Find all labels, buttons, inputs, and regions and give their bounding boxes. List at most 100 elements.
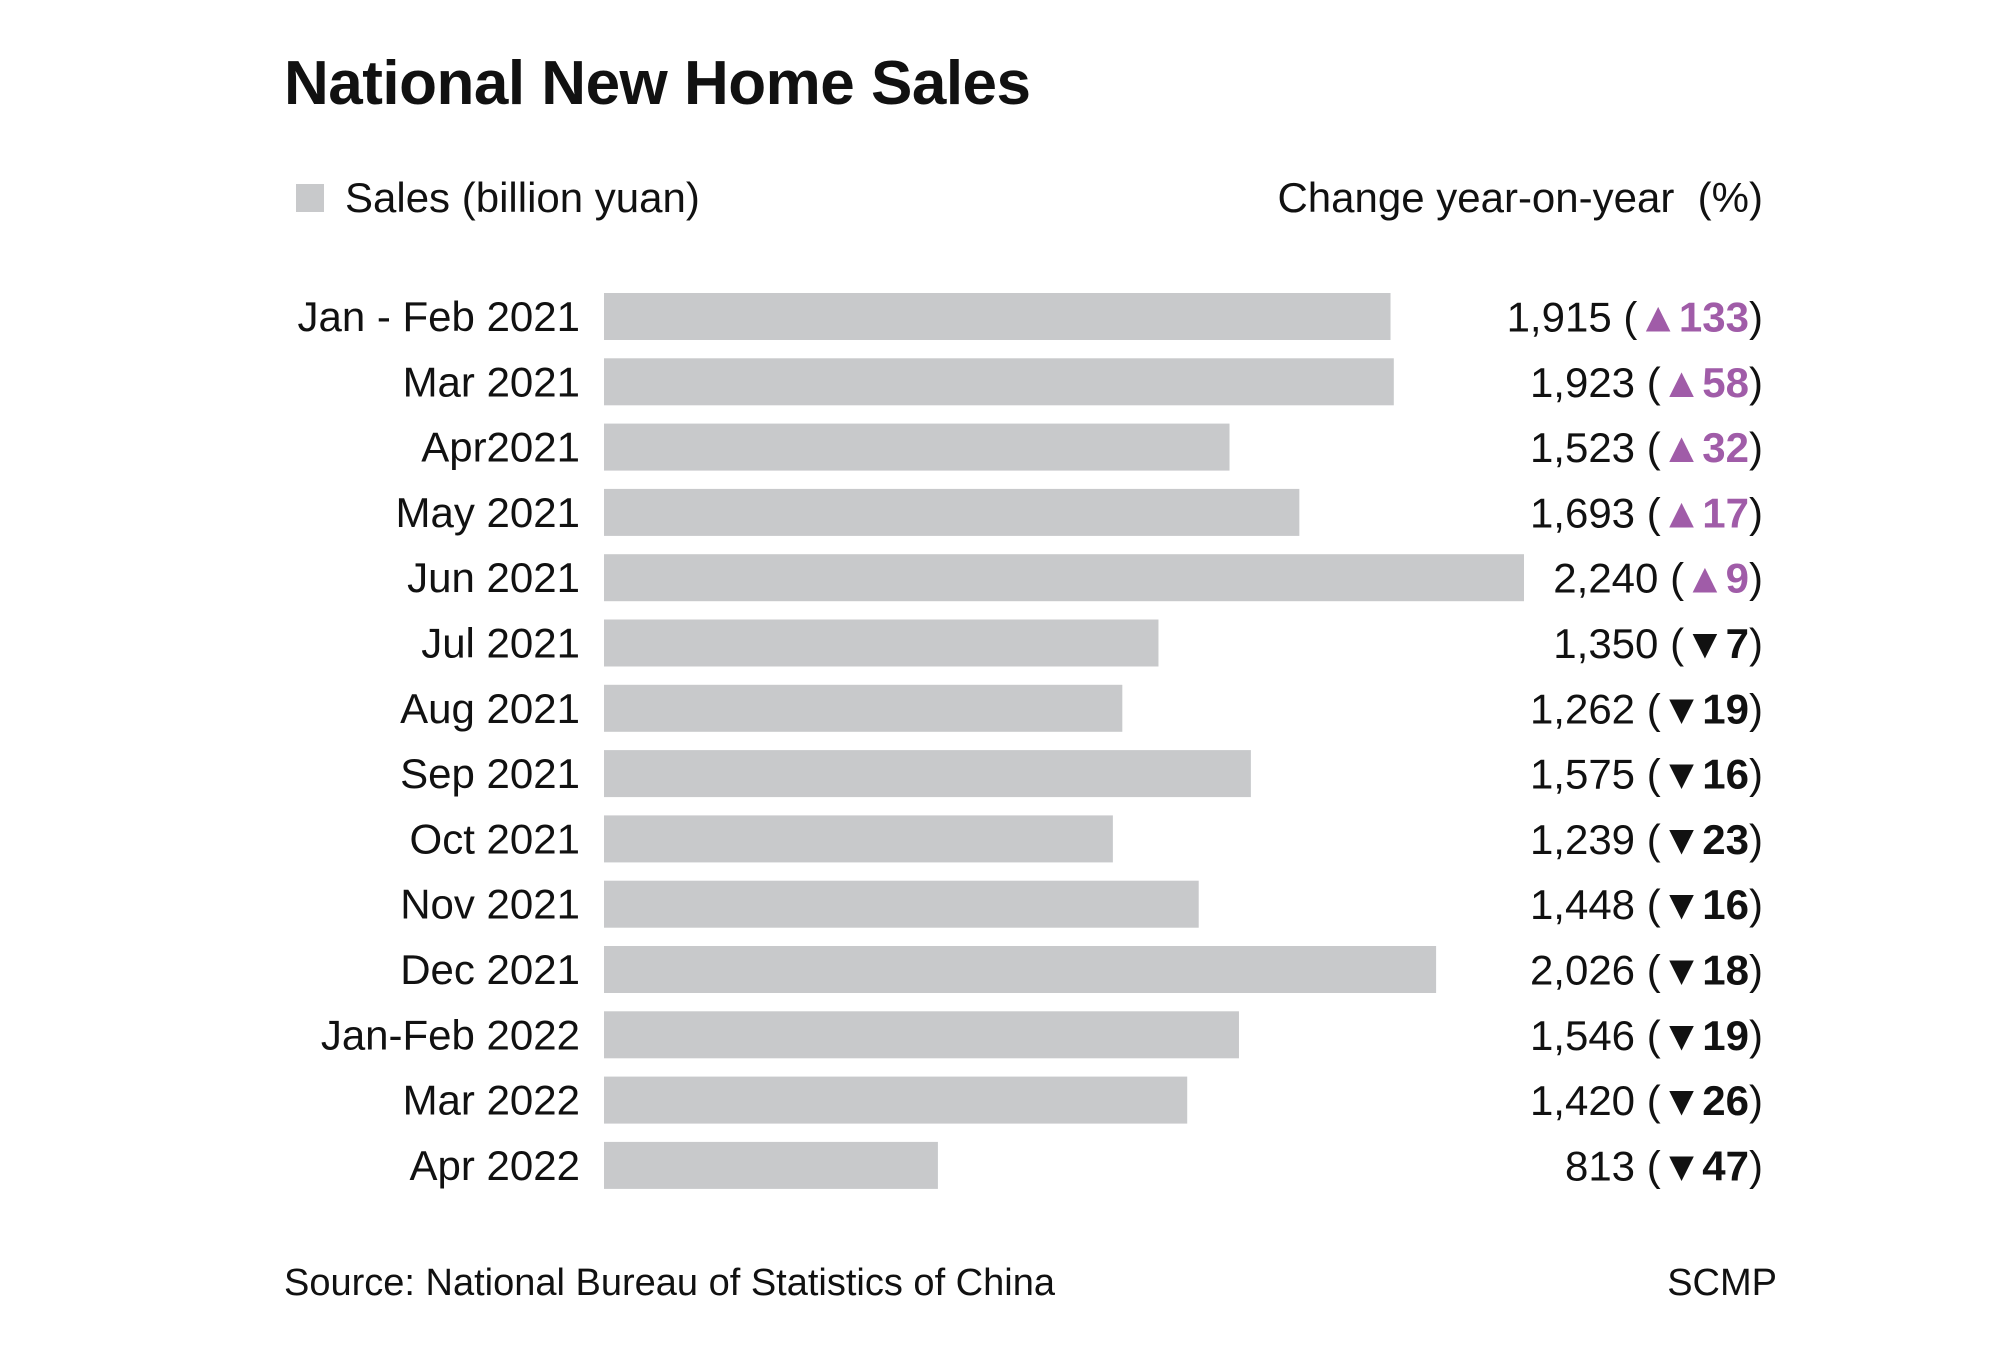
category-label: Jan-Feb 2022 — [321, 1011, 580, 1058]
value-change-label: 1,575 (▼16) — [1530, 750, 1763, 797]
category-label: Aug 2021 — [400, 685, 580, 732]
sales-value-label: 1,448 ( — [1530, 881, 1661, 928]
decrease-arrow-icon: ▼ — [1661, 750, 1703, 797]
increase-arrow-icon: ▲ — [1661, 358, 1703, 405]
yoy-change-value: 7 — [1726, 620, 1749, 667]
closing-paren: ) — [1749, 293, 1763, 340]
sales-bar — [604, 946, 1437, 993]
decrease-arrow-icon: ▼ — [1661, 685, 1703, 732]
decrease-arrow-icon: ▼ — [1684, 620, 1726, 667]
value-change-label: 1,350 (▼7) — [1553, 620, 1763, 667]
value-change-label: 1,546 (▼19) — [1530, 1011, 1763, 1058]
value-change-label: 2,240 (▲9) — [1553, 554, 1763, 601]
sales-value-label: 1,262 ( — [1530, 685, 1661, 732]
credit-label: SCMP — [1667, 1262, 1777, 1304]
closing-paren: ) — [1749, 946, 1763, 993]
value-change-label: 1,262 (▼19) — [1530, 685, 1763, 732]
sales-value-label: 1,239 ( — [1530, 815, 1661, 862]
sales-bar — [604, 358, 1394, 406]
decrease-arrow-icon: ▼ — [1661, 1011, 1703, 1058]
sales-value-label: 1,923 ( — [1530, 358, 1661, 405]
yoy-change-value: 18 — [1702, 946, 1749, 993]
yoy-change-value: 32 — [1702, 424, 1749, 471]
decrease-arrow-icon: ▼ — [1661, 1077, 1703, 1124]
sales-bar — [604, 1011, 1239, 1059]
sales-bar — [604, 684, 1123, 732]
yoy-change-value: 47 — [1702, 1142, 1749, 1189]
sales-bar — [604, 1141, 938, 1189]
sales-value-label: 2,240 ( — [1553, 554, 1684, 601]
closing-paren: ) — [1749, 554, 1763, 601]
yoy-change-value: 133 — [1679, 293, 1749, 340]
category-label: Sep 2021 — [400, 750, 580, 797]
sales-value-label: 1,693 ( — [1530, 489, 1661, 536]
value-change-label: 1,420 (▼26) — [1530, 1077, 1763, 1124]
sales-value-label: 1,546 ( — [1530, 1011, 1661, 1058]
decrease-arrow-icon: ▼ — [1661, 946, 1703, 993]
value-change-label: 1,915 (▲133) — [1507, 293, 1763, 340]
sales-bar — [604, 293, 1391, 340]
yoy-change-value: 19 — [1702, 685, 1749, 732]
closing-paren: ) — [1749, 1011, 1763, 1058]
closing-paren: ) — [1749, 620, 1763, 667]
sales-bar — [604, 619, 1159, 667]
closing-paren: ) — [1749, 1077, 1763, 1124]
sales-bar — [604, 815, 1113, 863]
value-change-label: 2,026 (▼18) — [1530, 946, 1763, 993]
sales-value-label: 1,575 ( — [1530, 750, 1661, 797]
yoy-change-value: 9 — [1726, 554, 1749, 601]
closing-paren: ) — [1749, 358, 1763, 405]
yoy-change-value: 19 — [1702, 1011, 1749, 1058]
increase-arrow-icon: ▲ — [1661, 489, 1703, 536]
chart-title: National New Home Sales — [284, 49, 1031, 118]
sales-bar — [604, 880, 1199, 928]
decrease-arrow-icon: ▼ — [1661, 1142, 1703, 1189]
sales-value-label: 1,420 ( — [1530, 1077, 1661, 1124]
value-change-label: 1,239 (▼23) — [1530, 815, 1763, 862]
legend: Sales (billion yuan) — [296, 170, 700, 226]
yoy-change-value: 16 — [1702, 881, 1749, 928]
sales-bar — [604, 423, 1230, 471]
yoy-change-value: 16 — [1702, 750, 1749, 797]
sales-bar — [604, 1076, 1188, 1124]
yoy-change-value: 17 — [1702, 489, 1749, 536]
decrease-arrow-icon: ▼ — [1661, 815, 1703, 862]
yoy-change-value: 58 — [1702, 358, 1749, 405]
closing-paren: ) — [1749, 424, 1763, 471]
category-label: Mar 2021 — [403, 358, 580, 405]
value-change-label: 1,448 (▼16) — [1530, 881, 1763, 928]
change-header: Change year-on-year (%) — [1277, 174, 1763, 221]
legend-label: Sales (billion yuan) — [345, 174, 700, 221]
sales-value-label: 1,915 ( — [1507, 293, 1638, 340]
category-label: Dec 2021 — [400, 946, 580, 993]
closing-paren: ) — [1749, 750, 1763, 797]
yoy-change-value: 26 — [1702, 1077, 1749, 1124]
sales-value-label: 2,026 ( — [1530, 946, 1661, 993]
increase-arrow-icon: ▲ — [1661, 424, 1703, 471]
decrease-arrow-icon: ▼ — [1661, 881, 1703, 928]
closing-paren: ) — [1749, 815, 1763, 862]
sales-bar — [604, 554, 1524, 602]
increase-arrow-icon: ▲ — [1684, 554, 1726, 601]
source-note: Source: National Bureau of Statistics of… — [284, 1262, 1055, 1304]
category-label: Jul 2021 — [421, 620, 580, 667]
value-change-label: 1,523 (▲32) — [1530, 424, 1763, 471]
category-label: Jun 2021 — [407, 554, 580, 601]
legend-swatch — [296, 184, 324, 212]
closing-paren: ) — [1749, 881, 1763, 928]
increase-arrow-icon: ▲ — [1637, 293, 1679, 340]
sales-value-label: 1,350 ( — [1553, 620, 1684, 667]
sales-value-label: 813 ( — [1565, 1142, 1661, 1189]
value-change-label: 813 (▼47) — [1565, 1142, 1763, 1189]
sales-bar — [604, 488, 1300, 536]
category-label: Mar 2022 — [403, 1077, 580, 1124]
category-label: Apr2021 — [421, 424, 580, 471]
category-label: Jan - Feb 2021 — [297, 293, 580, 340]
closing-paren: ) — [1749, 1142, 1763, 1189]
closing-paren: ) — [1749, 685, 1763, 732]
value-change-label: 1,693 (▲17) — [1530, 489, 1763, 536]
category-label: May 2021 — [396, 489, 580, 536]
category-label: Oct 2021 — [410, 815, 580, 862]
category-label: Nov 2021 — [400, 881, 580, 928]
